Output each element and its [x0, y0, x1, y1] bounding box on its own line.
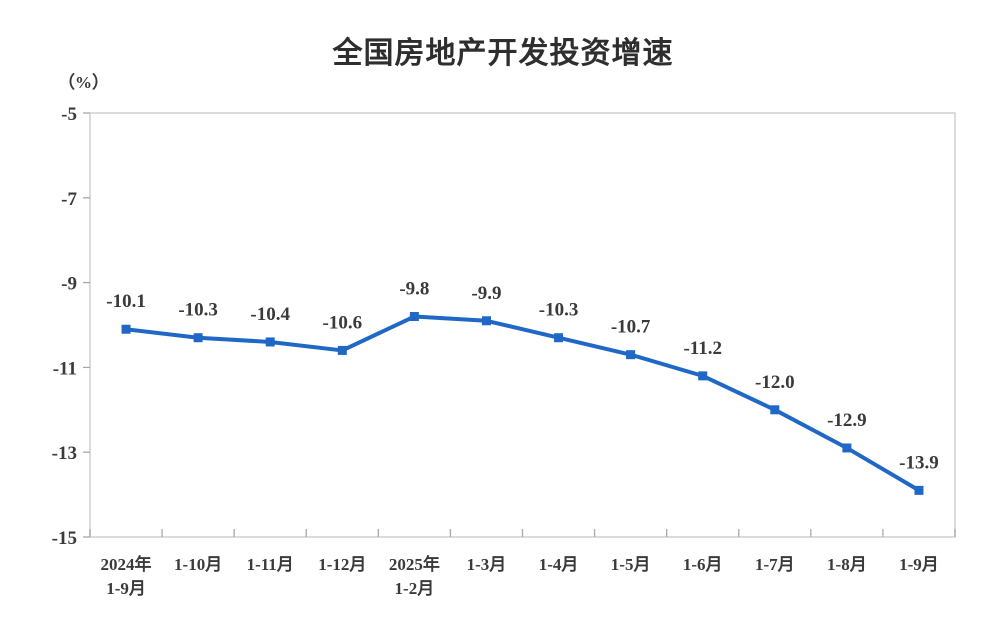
data-point-marker	[481, 316, 491, 326]
data-point-marker	[409, 312, 419, 322]
data-point-marker	[770, 405, 780, 415]
data-label: -13.9	[899, 452, 939, 473]
x-axis-label: 1-7月	[755, 555, 795, 574]
data-point-marker	[337, 345, 347, 355]
x-axis-label: 1-8月	[827, 555, 867, 574]
x-axis-label: 1-10月	[174, 555, 222, 574]
plot-border	[89, 112, 956, 538]
chart-title: 全国房地产开发投资增速	[332, 37, 674, 70]
y-axis-label: -5	[61, 104, 77, 125]
data-label: -12.9	[827, 410, 867, 431]
data-label: -10.3	[539, 300, 579, 321]
y-axis-unit-label: （%）	[58, 73, 109, 92]
data-label: -10.7	[611, 317, 651, 338]
y-axis-label: -13	[52, 443, 77, 464]
x-axis-label: 1-3月	[467, 555, 507, 574]
data-label: -9.9	[471, 283, 501, 304]
data-point-marker	[193, 333, 203, 343]
x-axis-label: 1-6月	[683, 555, 723, 574]
x-axis-label: 1-4月	[539, 555, 579, 574]
data-point-marker	[914, 485, 924, 495]
data-label: -10.3	[178, 300, 218, 321]
x-axis-label: 2024年	[101, 554, 152, 574]
data-point-marker	[554, 333, 564, 343]
x-axis-label: 1-9月	[899, 555, 939, 574]
data-label: -10.1	[106, 291, 146, 312]
x-axis-label: 1-5月	[611, 555, 651, 574]
data-point-marker	[265, 337, 275, 347]
data-label: -9.8	[399, 279, 429, 300]
x-axis-label: 1-2月	[395, 579, 435, 598]
data-label: -12.0	[755, 372, 795, 393]
y-axis-label: -9	[61, 274, 77, 295]
y-axis-label: -7	[61, 189, 77, 210]
x-axis-label: 1-11月	[247, 555, 294, 574]
y-axis-label: -11	[53, 358, 77, 379]
data-point-marker	[626, 350, 636, 360]
data-label: -10.6	[323, 312, 363, 333]
y-axis-label: -15	[52, 528, 77, 549]
data-label: -10.4	[250, 304, 290, 325]
x-axis-label: 1-9月	[106, 579, 146, 598]
data-point-marker	[698, 371, 708, 381]
data-point-marker	[842, 443, 852, 453]
trend-line	[124, 314, 921, 493]
x-axis-label: 1-12月	[318, 555, 366, 574]
x-axis-label: 2025年	[389, 554, 440, 574]
data-label: -11.2	[683, 338, 722, 359]
data-point-marker	[121, 324, 131, 334]
